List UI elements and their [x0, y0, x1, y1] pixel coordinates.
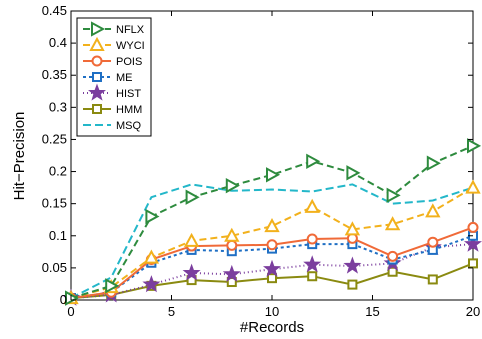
- data-point-nflx: [145, 208, 160, 225]
- data-point-pois: [226, 239, 238, 251]
- x-tick-label: 15: [365, 304, 379, 319]
- data-point-nflx: [306, 153, 321, 169]
- legend-label-nflx: NFLX: [116, 24, 145, 36]
- legend-label-hist: HIST: [116, 88, 141, 100]
- y-tick-label: 0.45: [42, 3, 67, 18]
- legend-entry-wyci: WYCI: [83, 36, 145, 52]
- data-point-wyci: [183, 232, 200, 247]
- data-point-wyci: [384, 216, 401, 231]
- data-point-nflx: [266, 167, 281, 183]
- data-point-nflx: [467, 138, 482, 154]
- data-point-hmm: [347, 279, 358, 290]
- data-point-nflx: [426, 155, 441, 171]
- data-point-hmm: [427, 274, 438, 285]
- legend-marker-wyci: [89, 36, 105, 51]
- legend-entry-hmm: HMM: [83, 104, 142, 116]
- data-point-wyci: [264, 218, 280, 233]
- data-point-wyci: [304, 198, 320, 213]
- legend-marker-me: [92, 72, 102, 82]
- x-tick-label: 10: [265, 304, 279, 319]
- y-tick-label: 0.3: [49, 99, 67, 114]
- y-tick-label: 0.4: [49, 35, 67, 50]
- series-line-msq: [70, 183, 474, 299]
- legend-label-pois: POIS: [116, 56, 142, 68]
- data-point-hmm: [468, 258, 478, 269]
- legend-label-me: ME: [116, 72, 133, 84]
- data-point-hmm: [387, 266, 398, 277]
- legend-marker-hist: [87, 83, 107, 101]
- x-tick-label: 20: [466, 304, 480, 319]
- series-line-nflx: [70, 144, 474, 300]
- legend-marker-pois: [91, 55, 103, 67]
- data-point-wyci: [425, 203, 441, 218]
- series-layer: [61, 138, 482, 306]
- ticks-layer: 0 5 10 15 20 0 0.05 0.1 0.15 0.2 0.25 0.3 0.35 0.4 0.4…: [42, 3, 481, 319]
- legend: NFLX WYCI POIS ME HIST HMM MSQ: [76, 17, 152, 137]
- data-point-pois: [427, 236, 439, 248]
- y-axis-label: Hit−Precision: [11, 112, 28, 201]
- data-point-nflx: [346, 165, 361, 181]
- data-point-wyci: [344, 221, 361, 236]
- data-point-hist: [463, 234, 482, 252]
- data-point-hist: [142, 275, 161, 293]
- legend-entry-msq: MSQ: [83, 120, 142, 132]
- legend-label-msq: MSQ: [116, 120, 142, 132]
- legend-entry-nflx: NFLX: [83, 21, 145, 37]
- data-point-wyci: [465, 179, 481, 194]
- legend-label-hmm: HMM: [116, 104, 142, 116]
- data-point-pois: [266, 239, 278, 251]
- data-point-nflx: [185, 189, 200, 205]
- data-point-nflx: [225, 177, 240, 194]
- data-point-hmm: [307, 271, 318, 282]
- data-point-hist: [222, 264, 241, 282]
- y-tick-label: 0.25: [42, 131, 67, 146]
- legend-entry-pois: POIS: [83, 55, 142, 68]
- y-tick-label: 0.2: [49, 164, 67, 179]
- legend-label-wyci: WYCI: [116, 40, 145, 52]
- legend-marker-hmm: [92, 104, 102, 114]
- data-point-hist: [262, 259, 282, 277]
- y-tick-label: 0.1: [49, 228, 67, 243]
- data-point-nflx: [386, 187, 401, 204]
- data-point-pois: [306, 233, 318, 245]
- y-tick-label: 0.05: [42, 260, 67, 275]
- series-nflx: [65, 138, 482, 306]
- data-point-hist: [182, 263, 201, 281]
- legend-entry-me: ME: [83, 72, 133, 84]
- legend-marker-nflx: [91, 21, 106, 37]
- data-point-pois: [387, 250, 399, 262]
- x-tick-label: 0: [67, 304, 74, 319]
- data-point-pois: [467, 221, 479, 233]
- data-point-nflx: [105, 278, 120, 294]
- y-tick-label: 0: [60, 292, 67, 307]
- data-point-hist: [343, 256, 362, 274]
- series-msq: [70, 183, 474, 299]
- series-line-me: [70, 234, 474, 300]
- data-point-wyci: [224, 227, 240, 242]
- y-tick-label: 0.35: [42, 67, 67, 82]
- y-tick-label: 0.15: [42, 196, 67, 211]
- x-tick-label: 5: [168, 304, 175, 319]
- x-axis-label: #Records: [240, 319, 304, 336]
- legend-entry-hist: HIST: [83, 83, 141, 101]
- data-point-wyci: [143, 249, 160, 264]
- data-point-hist: [303, 255, 322, 273]
- data-point-hmm: [267, 273, 277, 284]
